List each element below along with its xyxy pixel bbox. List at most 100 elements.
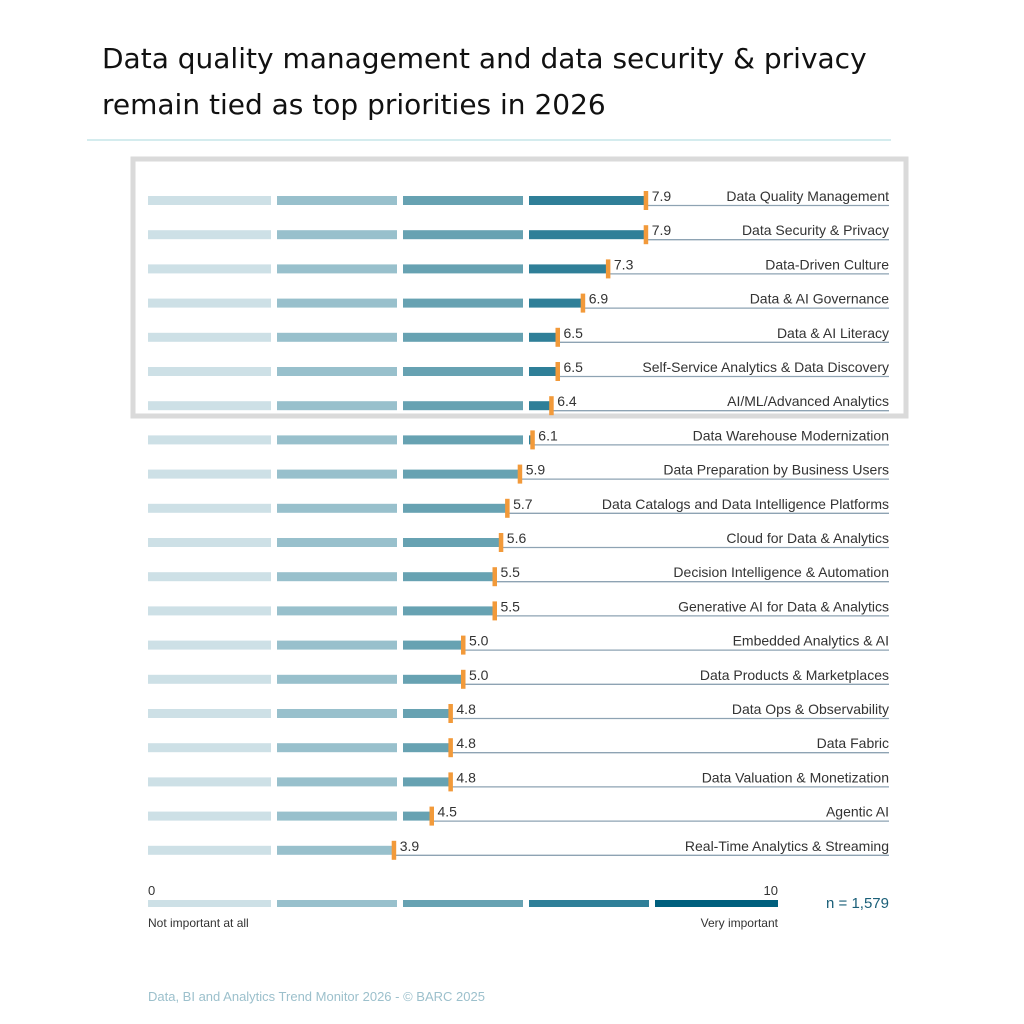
bar-segment [277, 640, 397, 650]
value-marker [461, 669, 466, 689]
value-label: 7.3 [614, 256, 634, 272]
value-label: 5.9 [526, 462, 546, 478]
bar-segment [277, 743, 397, 753]
legend-segment [403, 900, 523, 907]
bar-segment [403, 401, 523, 411]
value-marker [391, 840, 397, 860]
bar-segment [403, 538, 501, 547]
bar-segment [403, 367, 523, 376]
bar-segment [148, 332, 271, 342]
bar-segment [277, 674, 397, 684]
bar-segment [277, 811, 397, 821]
value-label: 5.5 [501, 598, 521, 614]
bar-segment [148, 298, 271, 308]
value-label: 5.5 [501, 564, 521, 580]
value-marker [498, 533, 504, 552]
bar-segment [529, 298, 583, 308]
bar-segment [403, 606, 495, 616]
value-label: 5.0 [469, 633, 489, 649]
legend-segment [277, 900, 397, 907]
chart-title: Data quality management and data securit… [102, 42, 867, 121]
value-label: 5.0 [469, 667, 489, 683]
bar-segment [277, 777, 397, 787]
scale-min-caption: Not important at all [148, 916, 249, 930]
value-marker [492, 601, 497, 621]
scale-min-label: 0 [148, 883, 155, 898]
bar-segment [148, 367, 271, 376]
value-marker [429, 806, 434, 826]
category-label: Agentic AI [826, 804, 889, 820]
bar-segment [529, 196, 646, 205]
value-marker [555, 327, 560, 347]
value-marker [643, 191, 649, 210]
bar-segment [403, 572, 495, 582]
bar-segment [148, 845, 271, 855]
legend-segment [655, 900, 778, 907]
bar-segment [148, 743, 271, 753]
category-label: Self-Service Analytics & Data Discovery [642, 359, 889, 375]
value-label: 6.1 [538, 427, 558, 443]
category-label: AI/ML/Advanced Analytics [727, 393, 889, 409]
bar-segment [277, 469, 397, 479]
value-marker [643, 225, 649, 245]
bar-segment [403, 503, 508, 513]
sample-size: n = 1,579 [826, 895, 889, 912]
value-label: 7.9 [652, 188, 672, 204]
category-label: Data Products & Marketplaces [700, 667, 889, 683]
bar-segment [148, 811, 271, 821]
bar-segment [277, 606, 397, 616]
category-label: Generative AI for Data & Analytics [678, 598, 889, 614]
value-label: 4.5 [438, 804, 458, 820]
category-label: Data Valuation & Monetization [702, 769, 889, 785]
category-label: Data-Driven Culture [765, 256, 889, 272]
bar-segment [277, 264, 397, 274]
bar-segment [277, 230, 397, 240]
value-label: 3.9 [400, 838, 420, 854]
bar-segment [403, 640, 463, 650]
value-label: 6.5 [564, 359, 584, 375]
bar-segment [403, 230, 523, 240]
bar-segment [148, 196, 271, 205]
value-label: 6.5 [564, 325, 584, 341]
value-label: 7.9 [652, 222, 672, 238]
bar-segment [148, 709, 271, 718]
bar-segment [277, 401, 397, 411]
category-label: Decision Intelligence & Automation [673, 564, 889, 580]
value-marker [580, 293, 586, 313]
bar-segment [277, 332, 397, 342]
category-label: Data Ops & Observability [732, 701, 889, 717]
bar-segment [148, 674, 271, 684]
value-label: 5.7 [513, 496, 533, 512]
bar-segment [277, 298, 397, 308]
bar-segment [403, 743, 451, 753]
bar-segment [148, 572, 271, 582]
value-marker [448, 738, 453, 758]
bar-segment [403, 264, 523, 274]
bar-segment [403, 709, 451, 718]
category-label: Data Quality Management [726, 188, 889, 204]
value-marker [549, 396, 554, 416]
bar-segment [148, 264, 271, 274]
category-label: Data Fabric [817, 735, 889, 751]
bar-segment [148, 435, 271, 445]
value-marker [530, 430, 535, 450]
category-label: Embedded Analytics & AI [733, 633, 889, 649]
category-label: Data Catalogs and Data Intelligence Plat… [602, 496, 889, 512]
value-marker [492, 567, 497, 587]
value-marker [555, 362, 560, 381]
bar-segment [403, 332, 523, 342]
value-label: 4.8 [456, 735, 476, 751]
bar-segment [529, 367, 558, 376]
highlight-box [130, 156, 909, 419]
value-marker [605, 259, 611, 279]
bar-segment [277, 435, 397, 445]
bar-segment [148, 640, 271, 650]
category-label: Data Warehouse Modernization [693, 427, 889, 443]
bar-segment [277, 538, 397, 547]
category-label: Data & AI Governance [750, 291, 890, 307]
value-marker [461, 635, 466, 655]
value-label: 4.8 [456, 701, 476, 717]
footer-source: Data, BI and Analytics Trend Monitor 202… [148, 989, 485, 1004]
bar-segment [148, 401, 271, 411]
